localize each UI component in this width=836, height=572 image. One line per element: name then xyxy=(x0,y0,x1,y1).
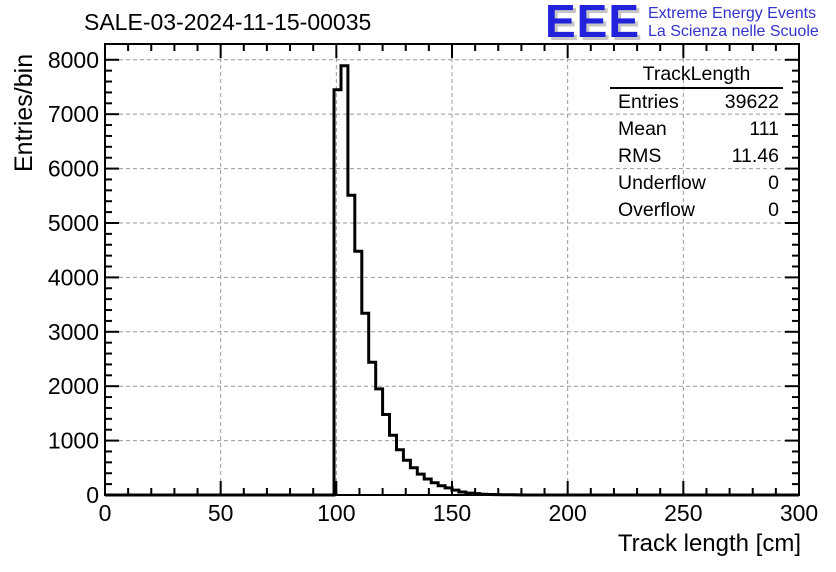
x-tick-label: 100 xyxy=(317,500,355,526)
stats-label: Mean xyxy=(618,118,667,140)
y-tick-label: 0 xyxy=(86,482,99,508)
gridlines xyxy=(105,44,799,495)
stats-box: TrackLength Entries 39622 Mean 111 RMS 1… xyxy=(610,61,783,224)
y-tick-label: 1000 xyxy=(48,428,99,454)
y-tick-label: 5000 xyxy=(48,210,99,236)
eee-logo-line1: Extreme Energy Events xyxy=(648,5,817,22)
stats-row-mean: Mean 111 xyxy=(610,116,783,143)
x-tick-label: 150 xyxy=(433,500,471,526)
stats-box-title: TrackLength xyxy=(610,61,783,89)
x-tick-label: 200 xyxy=(548,500,586,526)
stats-label: RMS xyxy=(618,145,662,167)
x-tick-label: 0 xyxy=(99,500,112,526)
y-tick-label: 8000 xyxy=(48,47,99,73)
eee-logo-acronym: EEE xyxy=(545,0,641,47)
stats-value: 0 xyxy=(768,199,779,221)
stats-label: Overflow xyxy=(618,199,695,221)
axis-ticks xyxy=(104,44,800,496)
y-tick-label: 3000 xyxy=(48,319,99,345)
x-axis-title: Track length [cm] xyxy=(617,530,801,557)
y-axis-tick-labels: 0 1000 2000 3000 4000 5000 6000 7000 8000 xyxy=(48,47,99,508)
stats-value: 39622 xyxy=(724,91,779,113)
stats-label: Underflow xyxy=(618,172,706,194)
stats-value: 0 xyxy=(768,172,779,194)
y-tick-label: 6000 xyxy=(48,156,99,182)
x-axis-tick-labels: 0 50 100 150 200 250 300 xyxy=(99,500,819,526)
stats-row-entries: Entries 39622 xyxy=(610,89,783,116)
y-tick-label: 7000 xyxy=(48,101,99,127)
x-tick-label: 300 xyxy=(780,500,818,526)
y-tick-label: 4000 xyxy=(48,264,99,290)
eee-logo: EEE Extreme Energy Events La Scienza nel… xyxy=(545,0,835,47)
eee-logo-line2: La Scienza nelle Scuole xyxy=(648,23,819,40)
y-tick-label: 2000 xyxy=(48,373,99,399)
x-tick-label: 250 xyxy=(664,500,702,526)
stats-value: 111 xyxy=(749,118,779,140)
stats-row-underflow: Underflow 0 xyxy=(610,170,783,197)
x-tick-label: 50 xyxy=(208,500,234,526)
stats-value: 11.46 xyxy=(731,145,779,167)
stats-label: Entries xyxy=(618,91,679,113)
plot-title: SALE-03-2024-11-15-00035 xyxy=(84,9,372,35)
y-axis-title: Entries/bin xyxy=(10,53,38,172)
stats-row-rms: RMS 11.46 xyxy=(610,143,783,170)
stats-row-overflow: Overflow 0 xyxy=(610,197,783,224)
histogram-line xyxy=(105,64,799,497)
